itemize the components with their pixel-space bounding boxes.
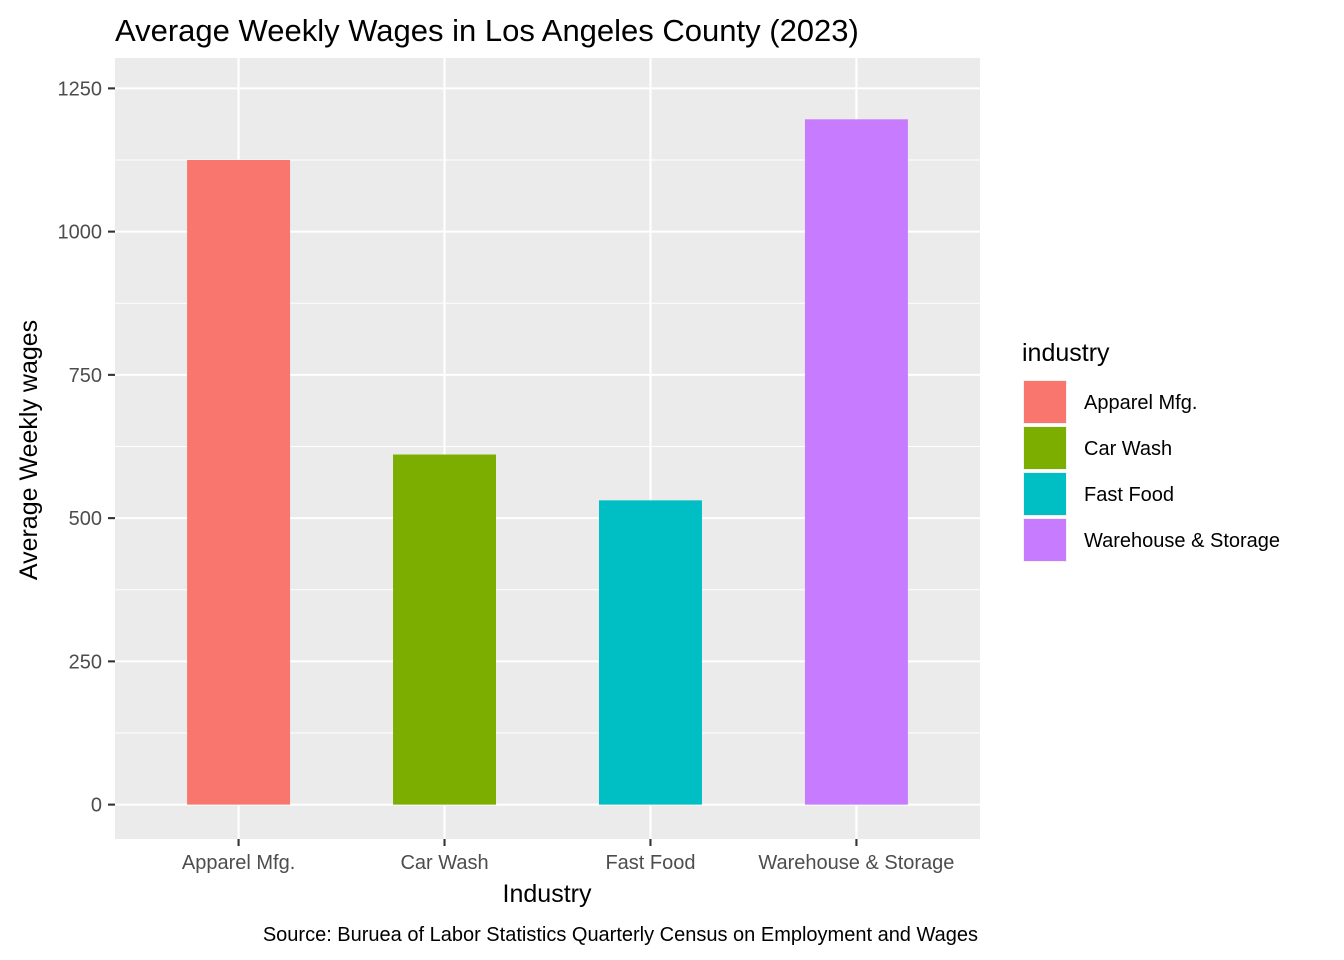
legend: Apparel Mfg. Car Wash Fast Food Warehouse &… [1023, 380, 1280, 562]
x-tick-label: Fast Food [605, 852, 695, 874]
y-axis-title: Average Weekly wages [15, 320, 43, 580]
legend-label: Fast Food [1084, 484, 1174, 506]
bar-0 [187, 159, 291, 805]
y-axis: 0 250 500 750 1000 1250 [58, 78, 115, 817]
chart-title: Average Weekly Wages in Los Angeles Coun… [115, 13, 859, 48]
legend-label: Apparel Mfg. [1084, 392, 1197, 414]
legend-label: Car Wash [1084, 438, 1172, 460]
y-tick-label: 1250 [58, 78, 103, 100]
x-axis: Apparel Mfg. Car Wash Fast Food Warehouse &… [182, 839, 954, 874]
bar-3 [804, 119, 908, 805]
bar-1 [393, 454, 497, 805]
y-tick-label: 750 [69, 365, 102, 387]
y-tick-label: 1000 [58, 222, 103, 244]
caption: Source: Buruea of Labor Statistics Quart… [263, 924, 978, 946]
y-tick-label: 250 [69, 651, 102, 673]
x-axis-title: Industry [503, 880, 592, 908]
bars-group [187, 119, 908, 805]
bar-2 [598, 500, 702, 805]
y-tick-label: 500 [69, 508, 102, 530]
x-tick-label: Apparel Mfg. [182, 852, 295, 874]
legend-swatch [1024, 473, 1066, 515]
legend-swatch [1024, 381, 1066, 423]
x-tick-label: Car Wash [400, 852, 488, 874]
y-tick-label: 0 [91, 795, 102, 817]
legend-swatch [1024, 427, 1066, 469]
x-tick-label: Warehouse & Storage [758, 852, 954, 874]
legend-title: industry [1022, 339, 1110, 367]
legend-label: Warehouse & Storage [1084, 530, 1280, 552]
legend-swatch [1024, 519, 1066, 561]
